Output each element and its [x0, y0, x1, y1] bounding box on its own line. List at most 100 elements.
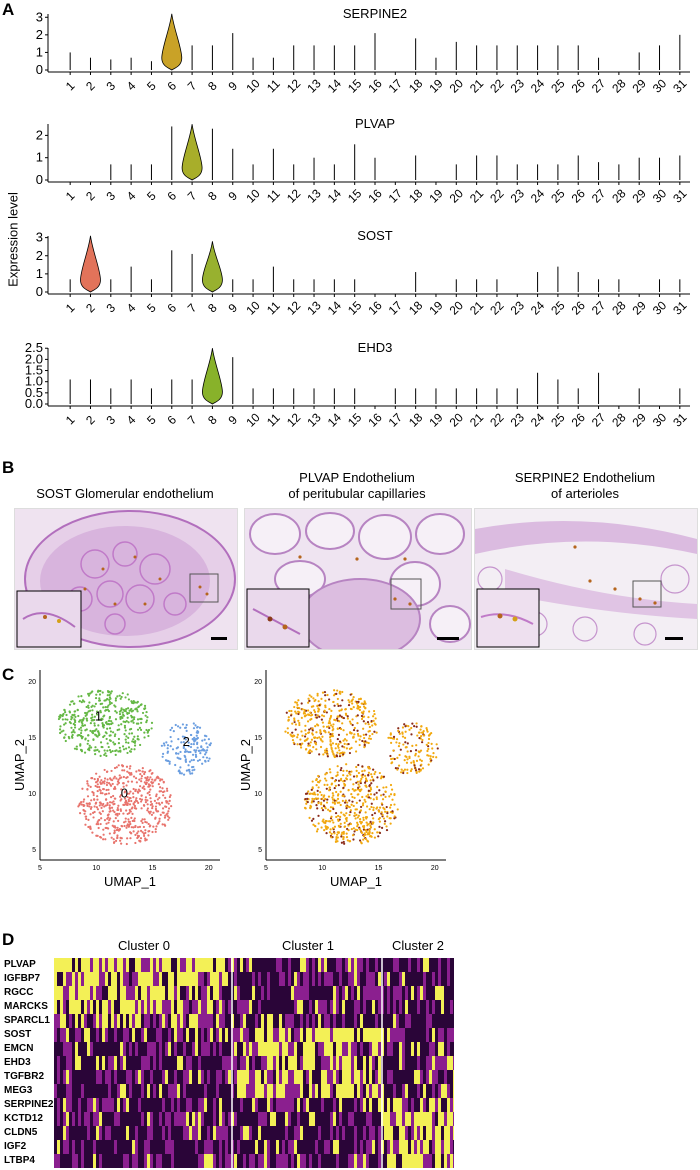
heatmap-cell: [447, 1140, 450, 1155]
heatmap-cell: [447, 1056, 450, 1071]
heatmap-cell: [84, 1070, 87, 1085]
umap-point: [119, 795, 122, 798]
heatmap-cell: [378, 972, 381, 987]
umap-point: [378, 825, 381, 828]
umap-point: [378, 816, 381, 820]
heatmap-cell: [294, 1070, 297, 1085]
heatmap-cell: [219, 972, 222, 987]
heatmap-cell: [330, 986, 333, 1001]
heatmap-cell: [423, 1042, 426, 1057]
umap-point: [371, 732, 374, 736]
heatmap-cell: [300, 958, 303, 973]
heatmap-cell: [378, 1112, 381, 1127]
umap-point: [107, 788, 110, 791]
umap-point: [376, 806, 379, 809]
umap-point: [331, 827, 335, 830]
x-tick-label: 20: [447, 298, 467, 318]
heatmap-cell: [255, 1014, 258, 1029]
umap-point: [315, 784, 318, 787]
heatmap-cell: [261, 1028, 264, 1043]
umap-point: [99, 741, 103, 744]
heatmap-cell: [186, 1112, 189, 1127]
heatmap-cell: [348, 1000, 351, 1015]
heatmap-cell: [81, 1154, 84, 1168]
heatmap-gene-label: IGF2: [4, 1141, 27, 1152]
heatmap-cell: [354, 972, 357, 987]
umap-point: [326, 798, 329, 801]
heatmap-cell: [153, 1000, 156, 1015]
umap-point: [81, 787, 84, 790]
heatmap-cell: [270, 1028, 273, 1043]
heatmap-cell: [180, 986, 183, 1001]
umap-point: [104, 752, 107, 755]
heatmap-cell: [366, 958, 369, 973]
heatmap-cell: [300, 972, 303, 987]
heatmap-cell: [297, 1042, 300, 1057]
umap-point: [329, 806, 333, 809]
heatmap-cell: [312, 1126, 315, 1141]
umap-point: [147, 834, 150, 837]
heatmap-cell: [372, 1000, 375, 1015]
umap-point: [333, 718, 336, 721]
heatmap-cell: [429, 1084, 432, 1099]
umap-point: [59, 716, 62, 719]
y-tick-label: 15: [254, 735, 262, 742]
umap-point: [140, 794, 143, 797]
umap-point: [345, 733, 349, 736]
umap-point: [358, 811, 361, 814]
x-tick-label: 6: [164, 188, 179, 203]
heatmap-cell: [195, 1056, 198, 1071]
umap-point: [427, 741, 430, 745]
umap-point: [146, 799, 149, 802]
umap-point: [108, 716, 111, 720]
heatmap-cell: [294, 1154, 297, 1168]
umap-point: [401, 726, 405, 729]
umap-point: [144, 798, 147, 801]
heatmap-cell: [384, 1140, 387, 1155]
umap-point: [125, 735, 128, 738]
heatmap-cell: [210, 1042, 213, 1057]
heatmap-cell: [168, 1070, 171, 1085]
umap-point: [338, 740, 342, 743]
umap-point: [364, 707, 367, 710]
umap-point: [317, 774, 320, 778]
umap-point: [119, 709, 122, 712]
umap-point: [91, 718, 94, 722]
heatmap-cell: [345, 1084, 348, 1099]
heatmap-cell: [129, 1000, 132, 1015]
umap-point: [393, 817, 396, 820]
heatmap-cell: [450, 1070, 453, 1085]
heatmap-cell: [285, 1112, 288, 1127]
umap-point: [93, 715, 96, 718]
heatmap-cell: [174, 1084, 177, 1099]
caption-sost: SOST Glomerular endothelium: [14, 486, 236, 502]
umap-point: [71, 713, 74, 717]
heatmap-cell: [57, 1014, 60, 1029]
umap-point: [336, 697, 339, 701]
heatmap-cell: [81, 958, 84, 973]
umap-point: [158, 803, 161, 806]
umap-point: [336, 818, 340, 821]
umap-point: [62, 712, 65, 716]
heatmap-cell: [210, 1014, 213, 1029]
heatmap-cell: [282, 986, 285, 1001]
heatmap-cell: [243, 1042, 246, 1057]
umap-point: [64, 718, 67, 721]
heatmap-cell: [321, 1154, 324, 1168]
umap-point: [386, 812, 389, 815]
heatmap-cell: [369, 1014, 372, 1029]
heatmap-cell: [69, 1098, 72, 1113]
heatmap-cell: [315, 972, 318, 987]
umap-point: [109, 810, 112, 813]
heatmap-cell: [243, 972, 246, 987]
umap-point: [356, 816, 359, 819]
umap-point: [126, 795, 129, 799]
umap-point: [322, 799, 326, 802]
heatmap-cell: [195, 1154, 198, 1168]
umap-point: [121, 716, 124, 719]
heatmap-cell: [162, 1000, 165, 1015]
y-tick-label: 3: [36, 230, 43, 245]
heatmap-cell: [273, 1084, 276, 1099]
heatmap-cell: [369, 1056, 372, 1071]
